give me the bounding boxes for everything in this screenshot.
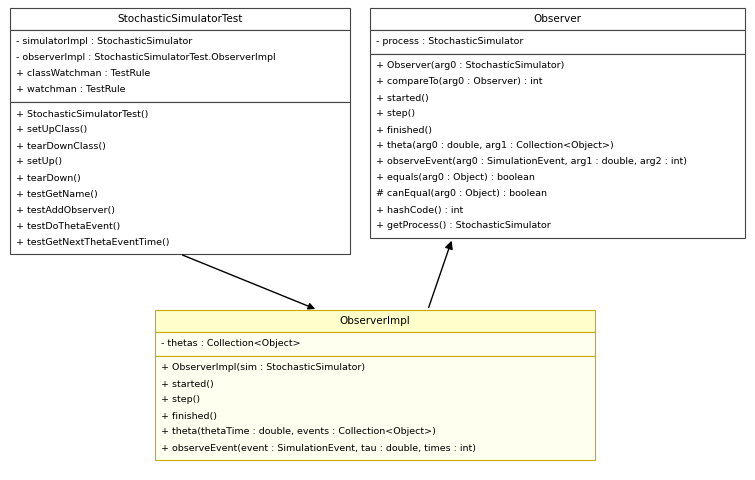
Text: + theta(thetaTime : double, events : Collection<Object>): + theta(thetaTime : double, events : Col…: [161, 428, 436, 436]
Text: - observerImpl : StochasticSimulatorTest.ObserverImpl: - observerImpl : StochasticSimulatorTest…: [16, 53, 276, 62]
Text: + StochasticSimulatorTest(): + StochasticSimulatorTest(): [16, 109, 149, 119]
Text: ObserverImpl: ObserverImpl: [340, 316, 411, 326]
Text: + testGetNextThetaEventTime(): + testGetNextThetaEventTime(): [16, 238, 170, 247]
Bar: [155, 310, 595, 332]
Text: - thetas : Collection<Object>: - thetas : Collection<Object>: [161, 339, 300, 348]
Text: + started(): + started(): [376, 94, 429, 103]
Text: + observeEvent(arg0 : SimulationEvent, arg1 : double, arg2 : int): + observeEvent(arg0 : SimulationEvent, a…: [376, 157, 687, 167]
Text: + tearDown(): + tearDown(): [16, 173, 81, 182]
Text: + equals(arg0 : Object) : boolean: + equals(arg0 : Object) : boolean: [376, 173, 535, 182]
Text: + classWatchman : TestRule: + classWatchman : TestRule: [16, 70, 150, 79]
Bar: [155, 356, 595, 460]
Bar: [370, 30, 745, 54]
Text: + observeEvent(event : SimulationEvent, tau : double, times : int): + observeEvent(event : SimulationEvent, …: [161, 444, 476, 453]
Text: + setUpClass(): + setUpClass(): [16, 125, 88, 134]
Text: - simulatorImpl : StochasticSimulator: - simulatorImpl : StochasticSimulator: [16, 37, 193, 47]
Text: + Observer(arg0 : StochasticSimulator): + Observer(arg0 : StochasticSimulator): [376, 61, 565, 71]
Text: + testDoThetaEvent(): + testDoThetaEvent(): [16, 221, 120, 230]
Text: Observer: Observer: [534, 14, 581, 24]
Text: + hashCode() : int: + hashCode() : int: [376, 205, 464, 215]
Text: # canEqual(arg0 : Object) : boolean: # canEqual(arg0 : Object) : boolean: [376, 190, 547, 199]
Text: - process : StochasticSimulator: - process : StochasticSimulator: [376, 37, 523, 47]
Bar: [370, 8, 745, 30]
Text: + step(): + step(): [376, 109, 415, 119]
Text: + testAddObserver(): + testAddObserver(): [16, 205, 115, 215]
Text: + setUp(): + setUp(): [16, 157, 62, 167]
Text: + testGetName(): + testGetName(): [16, 190, 97, 199]
Bar: [10, 8, 350, 30]
Bar: [10, 102, 350, 254]
Text: + compareTo(arg0 : Observer) : int: + compareTo(arg0 : Observer) : int: [376, 77, 543, 86]
Text: + finished(): + finished(): [161, 411, 217, 420]
Bar: [155, 332, 595, 356]
Text: + watchman : TestRule: + watchman : TestRule: [16, 85, 125, 95]
Text: + tearDownClass(): + tearDownClass(): [16, 142, 106, 151]
Text: + step(): + step(): [161, 396, 200, 405]
Text: + getProcess() : StochasticSimulator: + getProcess() : StochasticSimulator: [376, 221, 550, 230]
Text: StochasticSimulatorTest: StochasticSimulatorTest: [117, 14, 242, 24]
Bar: [10, 30, 350, 102]
Bar: [370, 54, 745, 238]
Text: + started(): + started(): [161, 380, 214, 388]
Text: + finished(): + finished(): [376, 125, 432, 134]
Text: + ObserverImpl(sim : StochasticSimulator): + ObserverImpl(sim : StochasticSimulator…: [161, 363, 365, 372]
Text: + theta(arg0 : double, arg1 : Collection<Object>): + theta(arg0 : double, arg1 : Collection…: [376, 142, 614, 151]
